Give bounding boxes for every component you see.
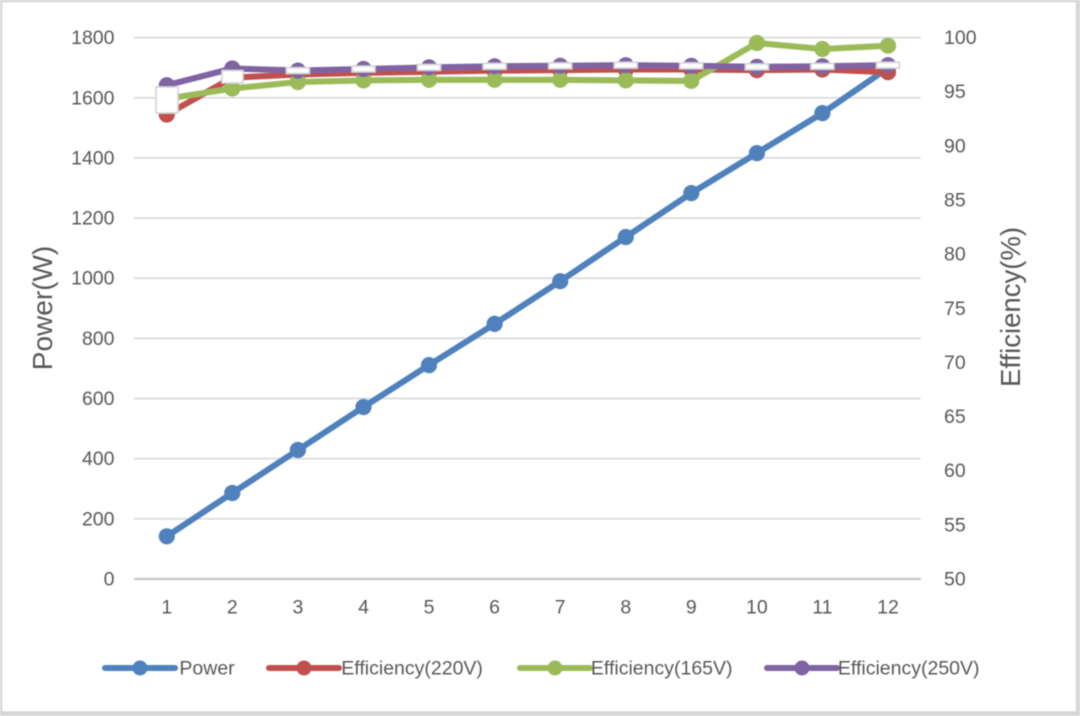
svg-text:4: 4: [358, 597, 369, 619]
svg-text:1600: 1600: [71, 87, 115, 109]
svg-text:95: 95: [944, 81, 966, 103]
svg-text:10: 10: [746, 597, 768, 619]
svg-text:Efficiency(220V): Efficiency(220V): [341, 658, 483, 680]
svg-text:50: 50: [944, 569, 966, 591]
svg-text:80: 80: [944, 244, 966, 266]
svg-text:800: 800: [82, 328, 115, 350]
svg-text:85: 85: [944, 190, 966, 212]
svg-text:1800: 1800: [71, 27, 115, 49]
svg-text:Power(W): Power(W): [27, 246, 58, 370]
svg-text:11: 11: [812, 597, 832, 619]
svg-text:8: 8: [620, 597, 631, 619]
svg-text:5: 5: [424, 597, 435, 619]
svg-text:55: 55: [944, 514, 966, 536]
svg-text:0: 0: [104, 569, 115, 591]
svg-text:12: 12: [877, 597, 899, 619]
svg-text:6: 6: [489, 597, 500, 619]
svg-text:Efficiency(250V): Efficiency(250V): [838, 658, 980, 680]
svg-text:Efficiency(%): Efficiency(%): [995, 227, 1026, 387]
svg-text:Power: Power: [179, 658, 235, 680]
svg-text:60: 60: [944, 460, 966, 482]
svg-text:75: 75: [944, 298, 966, 320]
svg-text:90: 90: [944, 135, 966, 157]
svg-text:600: 600: [82, 388, 115, 410]
svg-text:100: 100: [944, 27, 977, 49]
svg-text:2: 2: [227, 597, 238, 619]
svg-text:1: 1: [161, 597, 172, 619]
svg-text:7: 7: [555, 597, 566, 619]
svg-text:1200: 1200: [71, 208, 115, 230]
svg-text:400: 400: [82, 448, 115, 470]
svg-text:1000: 1000: [71, 268, 115, 290]
svg-text:Efficiency(165V): Efficiency(165V): [591, 658, 733, 680]
svg-text:3: 3: [292, 597, 303, 619]
svg-text:65: 65: [944, 406, 966, 428]
svg-text:9: 9: [686, 597, 697, 619]
svg-text:1400: 1400: [71, 147, 115, 169]
svg-text:200: 200: [82, 508, 115, 530]
svg-text:70: 70: [944, 352, 966, 374]
